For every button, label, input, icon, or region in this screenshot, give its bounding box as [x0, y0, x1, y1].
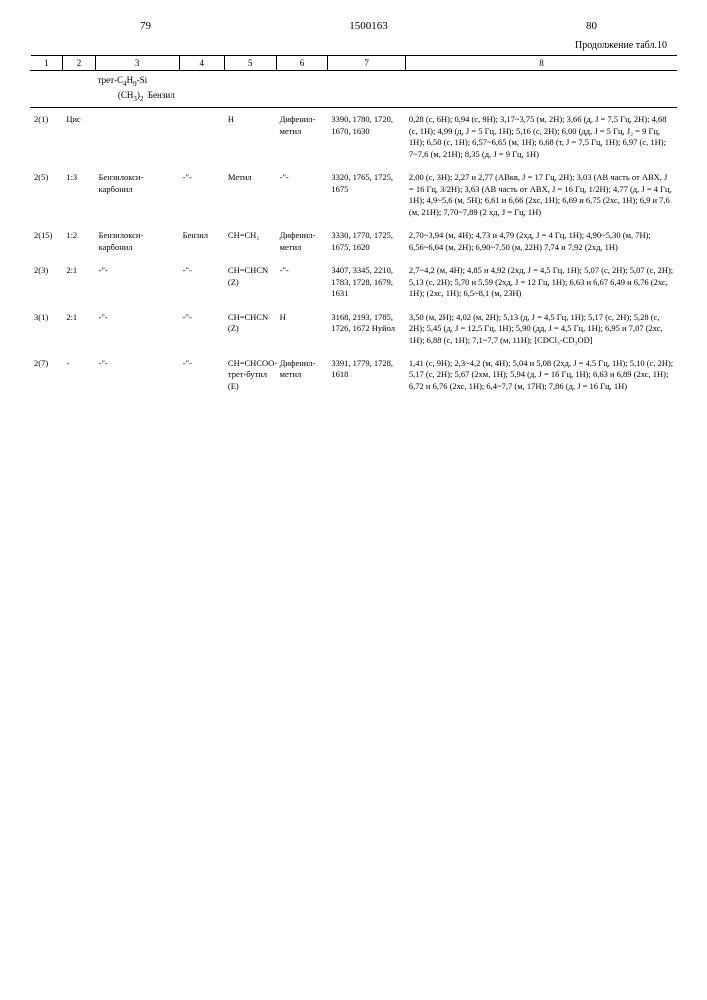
cell-6: -"-: [276, 259, 328, 305]
cell-5: Метил: [224, 166, 276, 224]
cell-3: -"-: [95, 352, 179, 398]
cell-7: 3390, 1780, 1720, 1670, 1630: [328, 108, 406, 166]
cell-4: Бензил: [179, 224, 224, 259]
cell-5: CH=CHCN (Z): [224, 259, 276, 305]
page-num-right: 80: [586, 20, 597, 32]
cell-6: H: [276, 306, 328, 352]
cell-5: H: [224, 108, 276, 166]
cell-7: 3168, 2193, 1785, 1726, 1672 Нуйол: [328, 306, 406, 352]
col-8: 8: [405, 56, 677, 71]
cell-3: -"-: [95, 259, 179, 305]
cell-5: CH=CH₂: [224, 224, 276, 259]
continuation-label: Продолжение табл.10: [30, 40, 677, 51]
col-1: 1: [31, 56, 63, 71]
cell-1: 2(15): [31, 224, 63, 259]
col-3: 3: [95, 56, 179, 71]
table-row: 2(15)1:2Бензилокси-карбонилБензилCH=CH₂Д…: [31, 224, 678, 259]
cell-3: Бензилокси-карбонил: [95, 166, 179, 224]
data-table: 1 2 3 4 5 6 7 8 трет-C4H9-Si (CH3)2 Бенз…: [30, 55, 677, 398]
cell-7: 3407, 3345, 2210, 1783, 1728, 1679, 1631: [328, 259, 406, 305]
doc-number: 1500163: [349, 20, 388, 32]
page-num-left: 79: [140, 20, 151, 32]
cell-2: -: [63, 352, 95, 398]
cell-7: 3391, 1779, 1728, 1618: [328, 352, 406, 398]
formula-cell: трет-C4H9-Si (CH3)2 Бензил: [95, 71, 224, 108]
cell-8: 2,70~3,94 (м, 4H); 4,73 и 4,79 (2хд, J =…: [405, 224, 677, 259]
cell-5: CH=CHCN (Z): [224, 306, 276, 352]
cell-1: 2(7): [31, 352, 63, 398]
cell-8: 2,7~4,2 (м, 4H); 4,85 и 4,92 (2хд, J = 4…: [405, 259, 677, 305]
cell-2: 2:1: [63, 259, 95, 305]
cell-6: Дифенил-метил: [276, 108, 328, 166]
cell-2: 1:2: [63, 224, 95, 259]
cell-4: -"-: [179, 352, 224, 398]
table-row: 3(1)2:1-"--"-CH=CHCN (Z)H3168, 2193, 178…: [31, 306, 678, 352]
table-row: 2(7)--"--"-CH=CHCOO-трет-бутил (E)Дифени…: [31, 352, 678, 398]
cell-4: [179, 108, 224, 166]
page-header: 79 1500163 80: [30, 20, 677, 32]
col-7: 7: [328, 56, 406, 71]
cell-1: 2(5): [31, 166, 63, 224]
cell-2: Цис: [63, 108, 95, 166]
cell-4: -"-: [179, 166, 224, 224]
cell-8: 3,50 (м, 2H); 4,02 (м, 2H); 5,13 (д, J =…: [405, 306, 677, 352]
cell-2: 2:1: [63, 306, 95, 352]
col-2: 2: [63, 56, 95, 71]
cell-1: 3(1): [31, 306, 63, 352]
cell-3: -"-: [95, 306, 179, 352]
cell-8: 1,41 (с, 9H); 2,3~4,2 (м, 4H); 5,04 и 5,…: [405, 352, 677, 398]
formula-row: трет-C4H9-Si (CH3)2 Бензил: [31, 71, 678, 108]
col-4: 4: [179, 56, 224, 71]
cell-3: Бензилокси-карбонил: [95, 224, 179, 259]
cell-6: -"-: [276, 166, 328, 224]
cell-5: CH=CHCOO-трет-бутил (E): [224, 352, 276, 398]
col-6: 6: [276, 56, 328, 71]
table-row: 2(3)2:1-"--"-CH=CHCN (Z)-"-3407, 3345, 2…: [31, 259, 678, 305]
header-row: 1 2 3 4 5 6 7 8: [31, 56, 678, 71]
cell-1: 2(3): [31, 259, 63, 305]
cell-1: 2(1): [31, 108, 63, 166]
table-row: 2(1)Цис HДифенил-метил3390, 1780, 1720, 1…: [31, 108, 678, 166]
cell-7: 3330, 1770, 1725, 1675, 1620: [328, 224, 406, 259]
cell-3: [95, 108, 179, 166]
cell-6: Дифенил-метил: [276, 224, 328, 259]
table-body: трет-C4H9-Si (CH3)2 Бензил 2(1)ЦисHДифен…: [31, 71, 678, 399]
cell-2: 1:3: [63, 166, 95, 224]
cell-4: -"-: [179, 306, 224, 352]
cell-7: 3320, 1765, 1725, 1675: [328, 166, 406, 224]
cell-8: 0,28 (с, 6H); 0,94 (с, 9H); 3,17~3,75 (м…: [405, 108, 677, 166]
cell-8: 2,00 (с, 3H); 2,27 и 2,77 (ABкв, J = 17 …: [405, 166, 677, 224]
table-row: 2(5)1:3Бензилокси-карбонил-"-Метил-"-332…: [31, 166, 678, 224]
col-5: 5: [224, 56, 276, 71]
cell-6: Дифенил-метил: [276, 352, 328, 398]
cell-4: -"-: [179, 259, 224, 305]
